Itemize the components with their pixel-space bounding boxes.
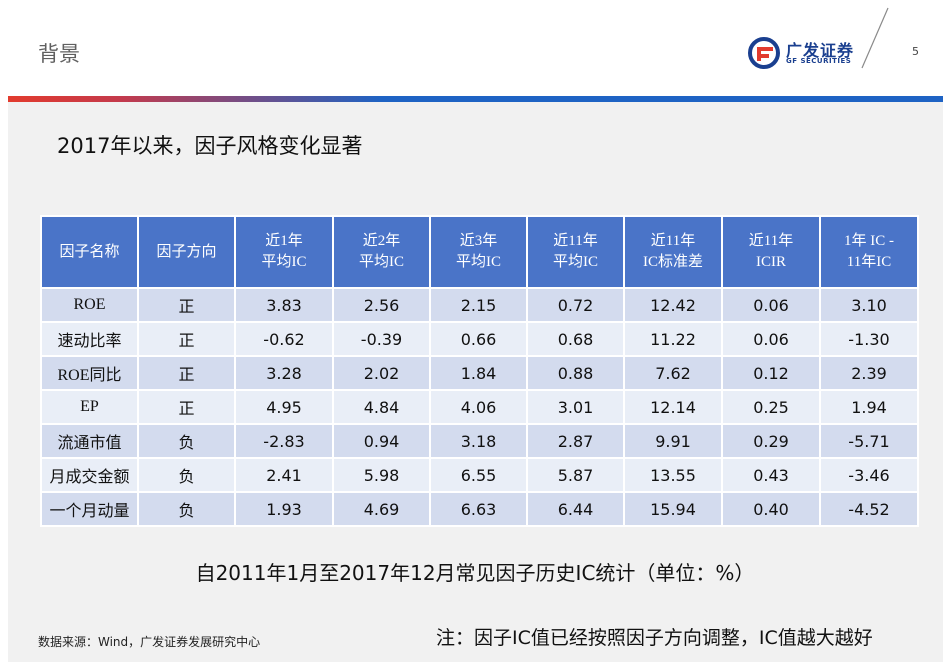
ic-value-cell: 4.69 (332, 491, 431, 527)
ic-value-cell: 0.43 (721, 457, 821, 493)
ic-value-cell: 6.55 (429, 457, 528, 493)
ic-value-cell: 2.39 (819, 355, 919, 391)
factor-direction-cell: 正 (137, 355, 236, 391)
ic-value-cell: 3.01 (526, 389, 625, 425)
gf-logo-icon (748, 37, 780, 69)
factor-direction-cell: 负 (137, 457, 236, 493)
logo-text-en: GF SECURITIES (786, 57, 852, 65)
ic-value-cell: 3.83 (234, 287, 334, 323)
factor-name-cell: EP (40, 389, 139, 425)
table-row: 流通市值负 -2.83 0.94 3.18 2.87 9.91 0.29 -5.71 (40, 423, 919, 459)
ic-value-cell: 0.06 (721, 287, 821, 323)
ic-value-cell: 2.41 (234, 457, 334, 493)
ic-value-cell: 0.25 (721, 389, 821, 425)
ic-value-cell: -0.39 (332, 321, 431, 357)
ic-value-cell: 2.02 (332, 355, 431, 391)
ic-value-cell: -0.62 (234, 321, 334, 357)
ic-value-cell: 0.68 (526, 321, 625, 357)
table-row: ROE 正 3.83 2.56 2.15 0.72 12.42 0.06 3.10 (40, 287, 919, 323)
ic-value-cell: 0.40 (721, 491, 821, 527)
ic-value-cell: 11.22 (623, 321, 723, 357)
ic-value-cell: 0.29 (721, 423, 821, 459)
header-accent-bar (8, 96, 943, 102)
ic-value-cell: 3.10 (819, 287, 919, 323)
ic-value-cell: 7.62 (623, 355, 723, 391)
ic-value-cell: 5.87 (526, 457, 625, 493)
factor-direction-cell: 负 (137, 423, 236, 459)
ic-value-cell: 0.88 (526, 355, 625, 391)
ic-value-cell: 2.87 (526, 423, 625, 459)
factor-direction-cell: 负 (137, 491, 236, 527)
factor-ic-table: 因子名称 因子方向 近1年 平均IC 近2年 平均IC 近3年 平均IC 近11年 平均… (40, 215, 919, 527)
logo-text-cn: 广发证券 (786, 41, 855, 60)
data-source: 数据来源：Wind，广发证券发展研究中心 (38, 635, 261, 649)
page-title: 背景 (38, 42, 80, 66)
factor-name-cell: ROE (40, 287, 139, 323)
ic-value-cell: 6.44 (526, 491, 625, 527)
factor-name-cell: 速动比率 (40, 321, 139, 357)
factor-name-cell: ROE同比 (40, 355, 139, 391)
header-ic-11y: 近11年 平均IC (526, 215, 625, 289)
ic-value-cell: 0.72 (526, 287, 625, 323)
ic-value-cell: 1.94 (819, 389, 919, 425)
ic-value-cell: 1.93 (234, 491, 334, 527)
ic-value-cell: 5.98 (332, 457, 431, 493)
ic-value-cell: 12.42 (623, 287, 723, 323)
header-ic-diff: 1年 IC -11年IC (819, 215, 919, 289)
header-ic-3y: 近3年 平均IC (429, 215, 528, 289)
ic-value-cell: -2.83 (234, 423, 334, 459)
ic-value-cell: 3.18 (429, 423, 528, 459)
ic-value-cell: 9.91 (623, 423, 723, 459)
table-header-row: 因子名称 因子方向 近1年 平均IC 近2年 平均IC 近3年 平均IC 近11年 平均… (40, 215, 919, 289)
ic-value-cell: 3.28 (234, 355, 334, 391)
ic-value-cell: 0.06 (721, 321, 821, 357)
factor-direction-cell: 正 (137, 321, 236, 357)
header-ic-1y: 近1年 平均IC (234, 215, 334, 289)
factor-direction-cell: 正 (137, 389, 236, 425)
ic-value-cell: -4.52 (819, 491, 919, 527)
ic-value-cell: 0.66 (429, 321, 528, 357)
table-row: 速动比率正 -0.62 -0.39 0.66 0.68 11.22 0.06 -1.30 (40, 321, 919, 357)
table-row: EP 正 4.95 4.84 4.06 3.01 12.14 0.25 1.94 (40, 389, 919, 425)
ic-value-cell: 2.56 (332, 287, 431, 323)
ic-value-cell: 15.94 (623, 491, 723, 527)
header-factor-name: 因子名称 (40, 215, 139, 289)
ic-value-cell: 4.84 (332, 389, 431, 425)
gf-securities-logo: 广发证券 GF SECURITIES (748, 37, 858, 69)
table-row: 月成交金额负 2.41 5.98 6.55 5.87 13.55 0.43 -3.46 (40, 457, 919, 493)
table-note: 注：因子IC值已经按照因子方向调整，IC值越大越好 (436, 627, 873, 649)
ic-value-cell: -1.30 (819, 321, 919, 357)
ic-value-cell: -5.71 (819, 423, 919, 459)
table-row: 一个月动量负 1.93 4.69 6.63 6.44 15.94 0.40 -4.52 (40, 491, 919, 527)
ic-value-cell: -3.46 (819, 457, 919, 493)
factor-name-cell: 月成交金额 (40, 457, 139, 493)
header-ic-2y: 近2年 平均IC (332, 215, 431, 289)
factor-direction-cell: 正 (137, 287, 236, 323)
header-icir-11y: 近11年 ICIR (721, 215, 821, 289)
page-number: 5 (912, 45, 919, 58)
factor-name-cell: 一个月动量 (40, 491, 139, 527)
table-caption: 自2011年1月至2017年12月常见因子历史IC统计（单位：%） (195, 561, 755, 585)
ic-value-cell: 2.15 (429, 287, 528, 323)
slide-subtitle: 2017年以来，因子风格变化显著 (57, 134, 363, 158)
ic-value-cell: 13.55 (623, 457, 723, 493)
header-ic-std-11y: 近11年 IC标准差 (623, 215, 723, 289)
ic-value-cell: 6.63 (429, 491, 528, 527)
ic-value-cell: 4.06 (429, 389, 528, 425)
table-body: ROE 正 3.83 2.56 2.15 0.72 12.42 0.06 3.10 速动比率正 -0… (40, 287, 919, 527)
factor-name-cell: 流通市值 (40, 423, 139, 459)
header-factor-direction: 因子方向 (137, 215, 236, 289)
ic-value-cell: 1.84 (429, 355, 528, 391)
divider-slash (861, 7, 889, 69)
table-row: ROE同比正 3.28 2.02 1.84 0.88 7.62 0.12 2.39 (40, 355, 919, 391)
ic-value-cell: 12.14 (623, 389, 723, 425)
ic-value-cell: 0.94 (332, 423, 431, 459)
ic-value-cell: 0.12 (721, 355, 821, 391)
ic-value-cell: 4.95 (234, 389, 334, 425)
